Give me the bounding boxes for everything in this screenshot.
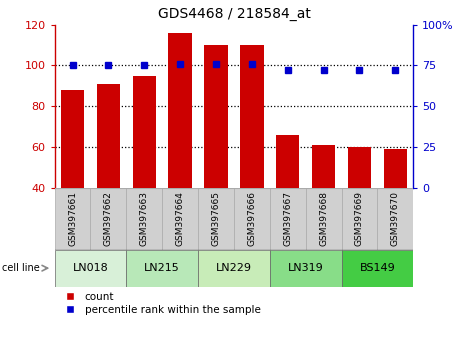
Bar bbox=[276, 135, 299, 269]
Bar bbox=[270, 250, 342, 287]
Text: GSM397666: GSM397666 bbox=[247, 191, 257, 246]
Bar bbox=[234, 188, 270, 250]
Text: GSM397665: GSM397665 bbox=[211, 191, 220, 246]
Text: LN319: LN319 bbox=[288, 263, 323, 273]
Bar bbox=[162, 188, 198, 250]
Bar bbox=[61, 90, 84, 269]
Bar bbox=[342, 250, 413, 287]
Text: GSM397662: GSM397662 bbox=[104, 191, 113, 246]
Bar bbox=[348, 147, 371, 269]
Text: LN229: LN229 bbox=[216, 263, 252, 273]
Bar bbox=[169, 33, 192, 269]
Text: LN215: LN215 bbox=[144, 263, 180, 273]
Bar bbox=[384, 149, 407, 269]
Text: GSM397663: GSM397663 bbox=[140, 191, 149, 246]
Bar bbox=[126, 250, 198, 287]
Bar bbox=[270, 188, 306, 250]
Text: GSM397664: GSM397664 bbox=[176, 191, 185, 246]
Bar bbox=[55, 188, 91, 250]
Legend: count, percentile rank within the sample: count, percentile rank within the sample bbox=[60, 292, 261, 315]
Title: GDS4468 / 218584_at: GDS4468 / 218584_at bbox=[158, 7, 310, 21]
Bar bbox=[312, 145, 335, 269]
Text: cell line: cell line bbox=[2, 263, 40, 273]
Bar bbox=[91, 188, 126, 250]
Bar bbox=[97, 84, 120, 269]
Text: GSM397667: GSM397667 bbox=[283, 191, 292, 246]
Bar bbox=[55, 250, 126, 287]
Bar bbox=[126, 188, 162, 250]
Bar bbox=[378, 188, 413, 250]
Bar bbox=[306, 188, 342, 250]
Text: LN018: LN018 bbox=[73, 263, 108, 273]
Bar bbox=[342, 188, 378, 250]
Text: GSM397670: GSM397670 bbox=[391, 191, 400, 246]
Bar bbox=[133, 76, 156, 269]
Text: GSM397668: GSM397668 bbox=[319, 191, 328, 246]
Bar bbox=[204, 45, 228, 269]
Bar bbox=[198, 250, 270, 287]
Text: GSM397661: GSM397661 bbox=[68, 191, 77, 246]
Text: GSM397669: GSM397669 bbox=[355, 191, 364, 246]
Bar bbox=[198, 188, 234, 250]
Bar bbox=[240, 45, 264, 269]
Text: BS149: BS149 bbox=[360, 263, 395, 273]
